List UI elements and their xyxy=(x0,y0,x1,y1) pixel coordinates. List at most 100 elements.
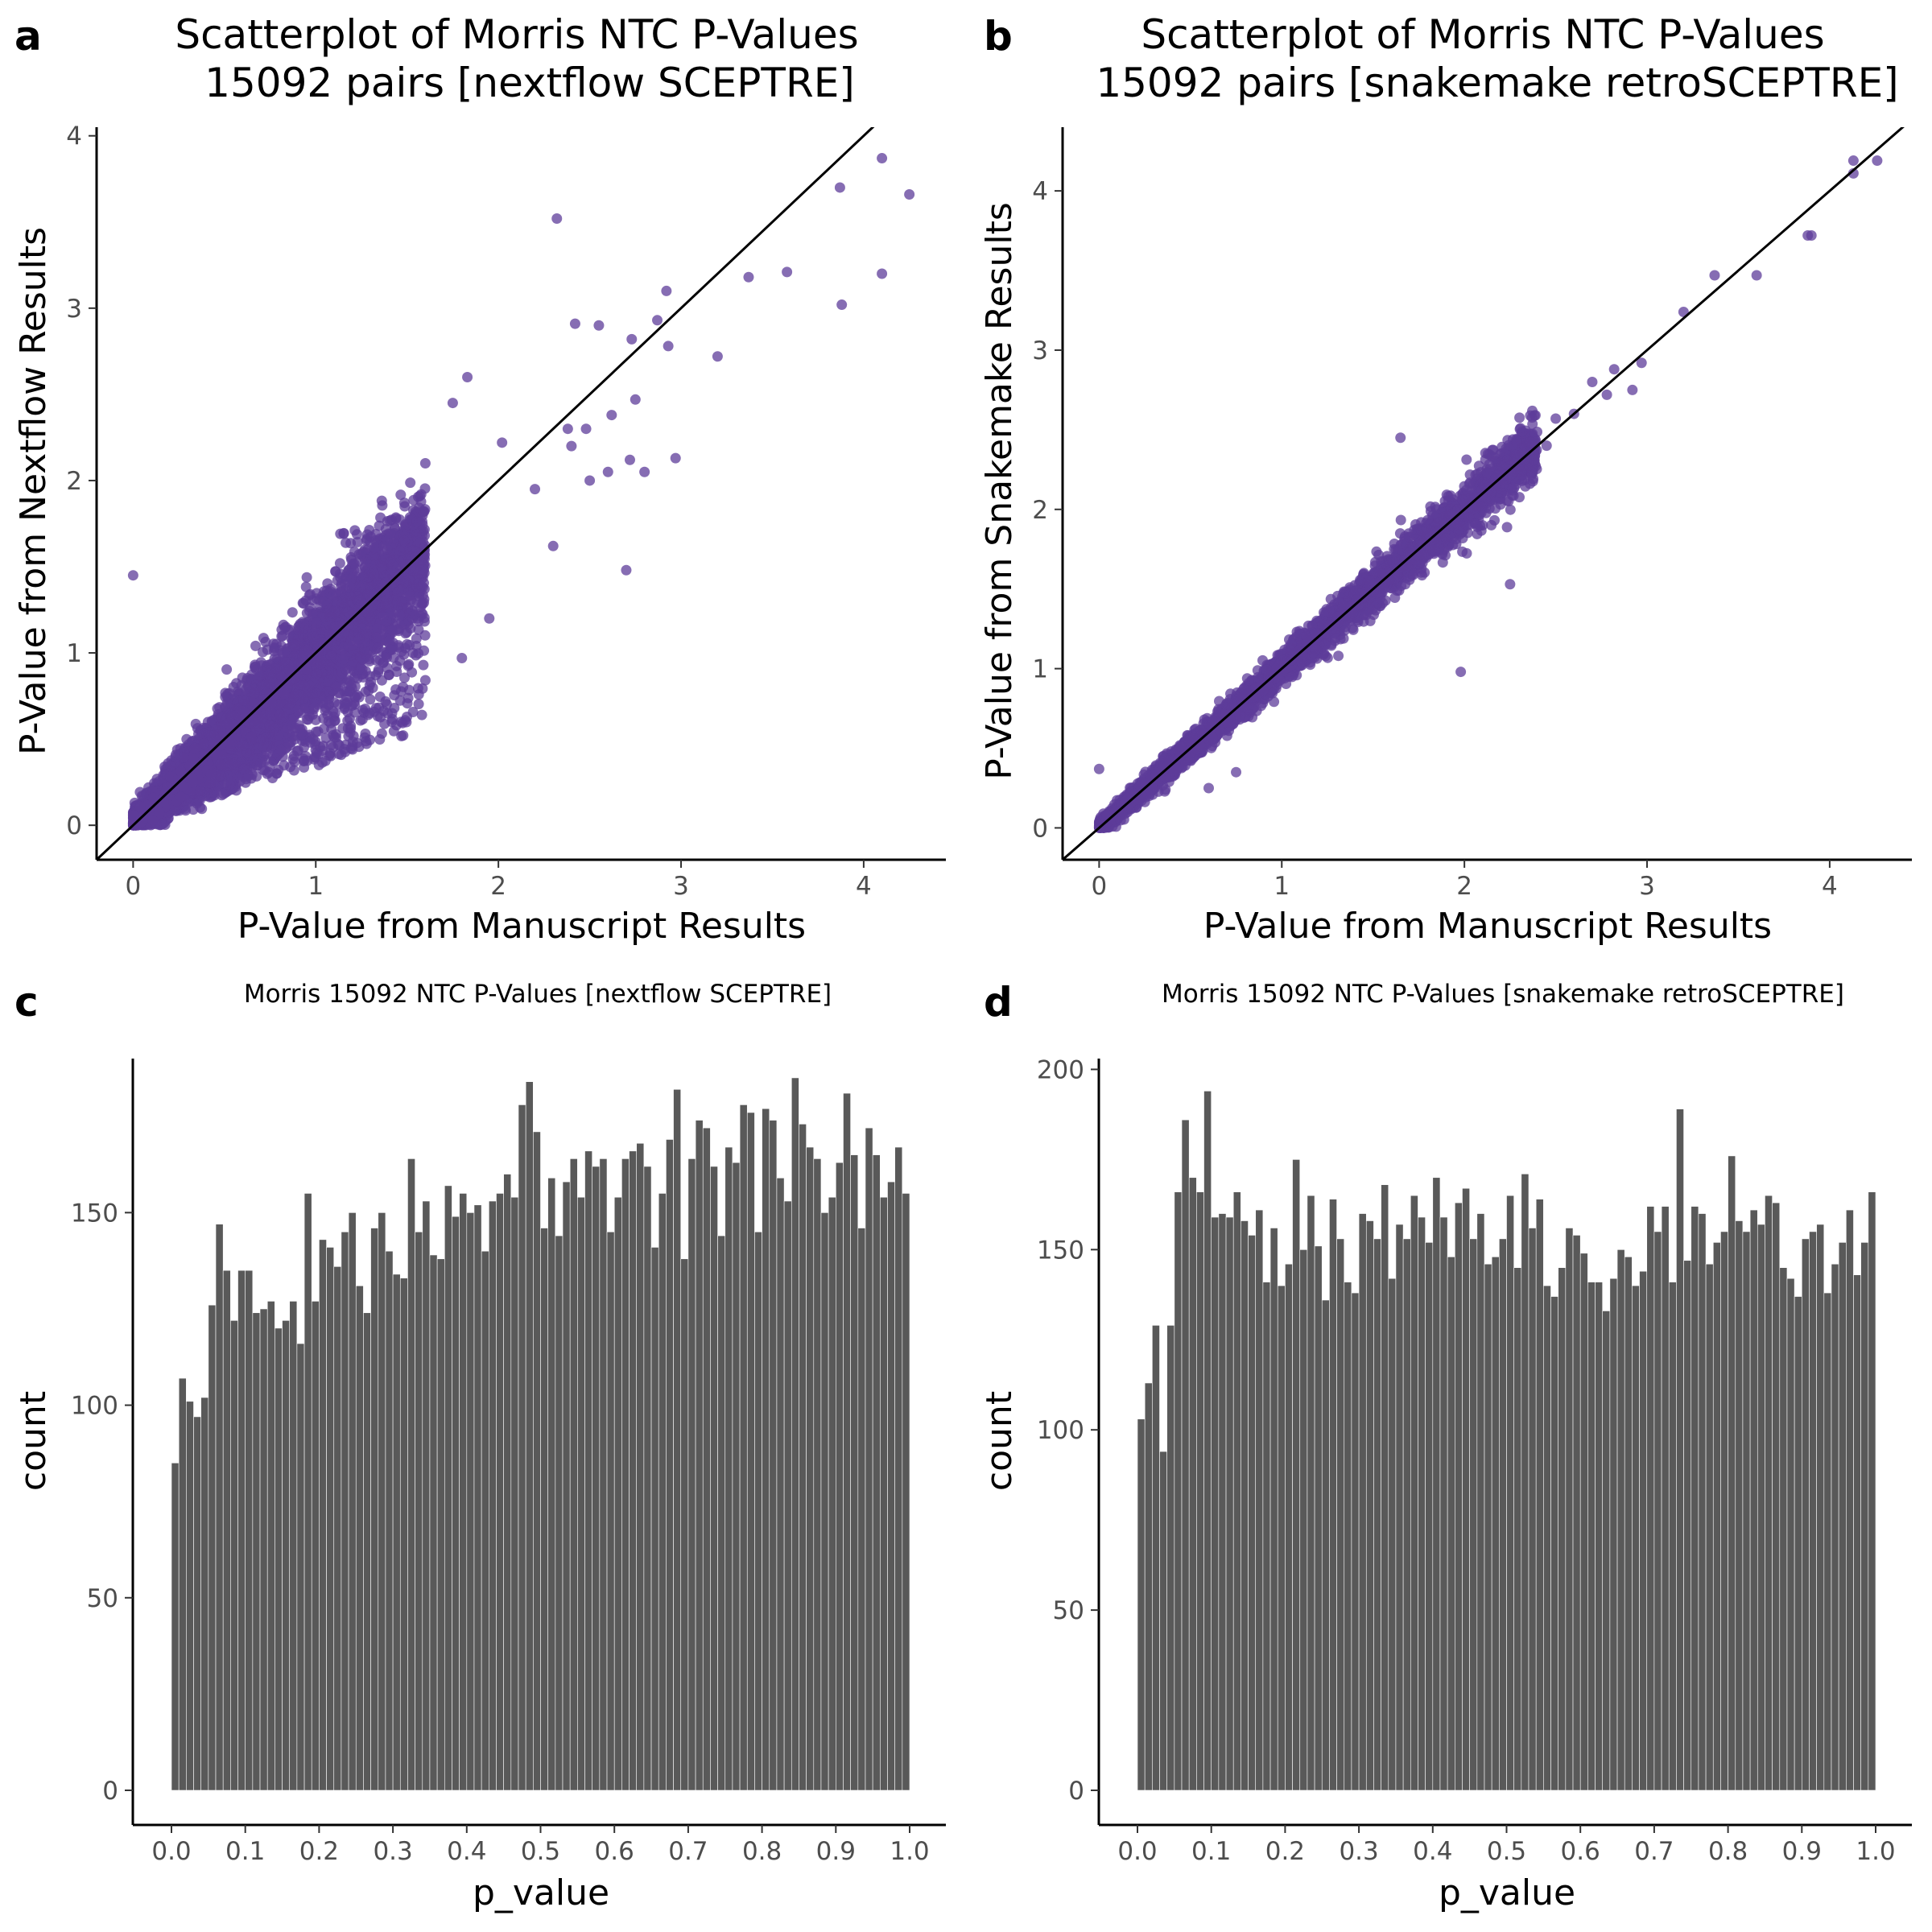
data-point xyxy=(259,765,270,776)
data-point xyxy=(180,805,192,816)
data-point xyxy=(220,691,231,703)
panel-b-ylabel: P-Value from Snakemake Results xyxy=(979,202,1020,780)
data-point xyxy=(341,664,352,675)
data-point xyxy=(303,590,315,601)
data-point xyxy=(419,675,431,686)
data-point xyxy=(352,529,362,540)
data-point xyxy=(345,551,357,563)
data-point xyxy=(319,586,330,597)
panel-a-title-line2: 15092 pairs [nextflow SCEPTRE] xyxy=(204,60,855,106)
data-point xyxy=(413,689,424,700)
data-point xyxy=(357,617,368,628)
data-point xyxy=(276,630,287,642)
panel-b-title-line1: Scatterplot of Morris NTC P-Values xyxy=(1141,11,1824,58)
data-point xyxy=(316,757,328,768)
data-point xyxy=(214,702,225,713)
data-point xyxy=(353,691,365,703)
data-point xyxy=(404,575,415,586)
data-point xyxy=(349,563,361,574)
data-point xyxy=(374,691,386,702)
data-point xyxy=(382,652,392,663)
data-point xyxy=(369,551,380,562)
panel-letter-b: b xyxy=(984,13,1013,60)
panel-c-xlabel: p_value xyxy=(473,1872,609,1913)
data-point xyxy=(289,639,300,650)
data-point xyxy=(353,634,364,645)
data-point xyxy=(252,672,263,683)
panel-letter-d: d xyxy=(984,979,1013,1026)
data-point xyxy=(342,715,353,726)
panel-d-title: Morris 15092 NTC P-Values [snakemake ret… xyxy=(1162,980,1844,1009)
data-point xyxy=(301,608,312,619)
data-point xyxy=(286,714,297,725)
data-point xyxy=(277,647,288,658)
data-point xyxy=(400,628,411,639)
data-point xyxy=(376,495,387,506)
panel-c-ylabel: count xyxy=(13,1391,54,1491)
data-point xyxy=(324,627,335,638)
data-point xyxy=(419,483,431,494)
data-point xyxy=(352,536,363,547)
data-point xyxy=(328,729,339,741)
point-cloud-a xyxy=(127,477,431,831)
data-point xyxy=(413,699,424,710)
data-point xyxy=(394,695,406,706)
data-point xyxy=(308,702,320,713)
data-point xyxy=(407,667,418,678)
data-point xyxy=(355,715,366,726)
panel-b-title-line2: 15092 pairs [snakemake retroSCEPTRE] xyxy=(1096,60,1898,106)
data-point xyxy=(312,726,324,737)
data-point xyxy=(313,749,324,759)
data-point xyxy=(403,658,415,670)
data-point xyxy=(287,607,298,618)
data-point xyxy=(361,628,372,639)
data-point xyxy=(374,520,385,531)
data-point xyxy=(374,734,386,745)
data-point xyxy=(257,714,268,725)
panel-letter-c: c xyxy=(14,979,39,1026)
data-point xyxy=(328,741,339,753)
data-point xyxy=(260,636,271,647)
data-point xyxy=(276,671,287,683)
plot-area-a xyxy=(97,127,915,860)
data-point xyxy=(418,659,429,671)
data-point xyxy=(378,541,390,552)
data-point xyxy=(195,786,206,797)
data-point xyxy=(365,694,376,705)
data-point xyxy=(363,685,374,696)
data-point xyxy=(365,734,375,745)
data-point xyxy=(403,684,415,696)
data-point xyxy=(373,667,384,678)
data-point xyxy=(382,594,393,605)
data-point xyxy=(289,734,300,745)
data-point xyxy=(218,788,229,799)
data-point xyxy=(356,548,367,559)
data-point xyxy=(364,525,375,535)
data-point xyxy=(416,709,427,720)
data-point xyxy=(385,528,396,539)
data-point xyxy=(419,597,429,609)
data-point xyxy=(291,745,303,757)
data-point xyxy=(328,706,339,717)
data-point xyxy=(136,791,147,802)
data-point xyxy=(413,491,423,502)
data-point xyxy=(273,764,284,775)
data-point xyxy=(384,635,395,646)
data-point xyxy=(334,558,345,569)
data-point xyxy=(407,707,419,717)
data-point xyxy=(225,779,236,791)
data-point xyxy=(297,597,308,609)
data-point xyxy=(386,625,398,636)
data-point xyxy=(395,489,407,501)
data-point xyxy=(192,723,203,734)
data-point xyxy=(323,716,334,727)
data-point xyxy=(298,729,308,740)
data-point xyxy=(389,703,400,713)
data-point xyxy=(301,714,312,725)
data-point xyxy=(204,778,216,789)
data-point xyxy=(250,640,261,651)
data-point xyxy=(318,741,328,752)
data-point xyxy=(317,596,328,607)
